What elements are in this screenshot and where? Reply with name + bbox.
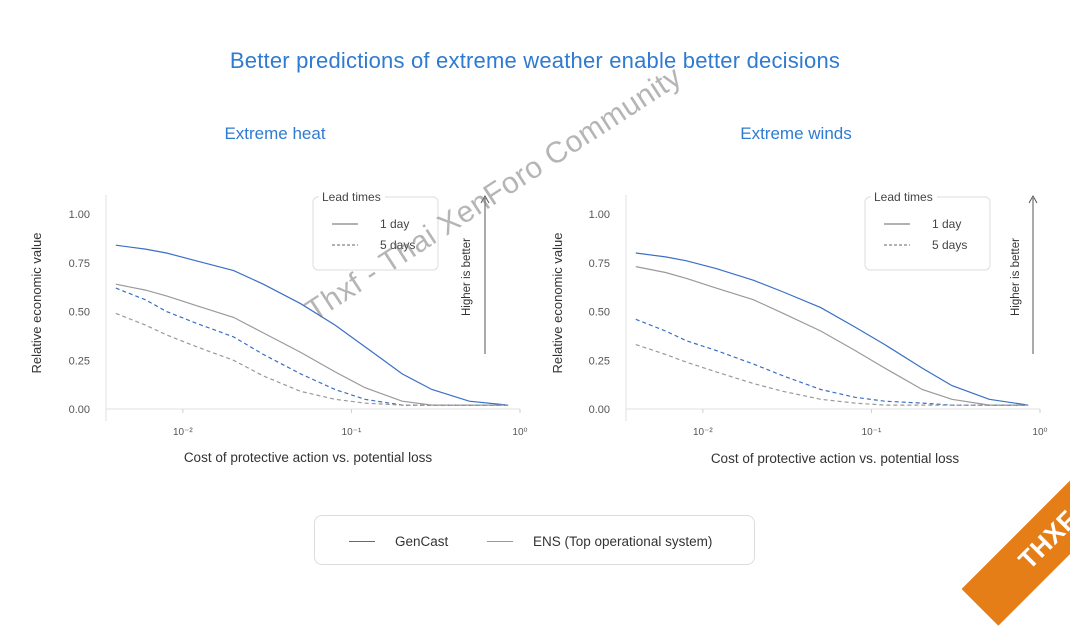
arrow-head-icon <box>480 194 490 204</box>
lead-time-label: 1 day <box>380 217 409 231</box>
lead-time-label: 5 days <box>380 238 415 252</box>
x-tick-label: 10⁻¹ <box>342 427 362 438</box>
y-tick-label: 0.25 <box>69 355 90 367</box>
page-title: Better predictions of extreme weather en… <box>229 48 841 73</box>
plot-area: 0.00 0.25 0.50 0.75 1.00 10⁻² 10⁻¹ 10⁰ Relative … <box>29 195 528 465</box>
legend-label-gencast: GenCast <box>395 533 449 549</box>
legend-label-ens: ENS (Top operational system) <box>533 533 713 549</box>
higher-is-better-annotation: Higher is better <box>461 194 490 354</box>
legend-swatch-gencast <box>349 540 375 542</box>
y-tick-label: 0.75 <box>69 258 90 270</box>
lead-times-legend-title-bg <box>319 190 385 204</box>
y-tick-label: 0.00 <box>69 404 90 416</box>
legend-item-ens: ENS (Top operational system) <box>487 516 712 566</box>
x-tick-label: 10⁻² <box>173 427 193 438</box>
higher-is-better-label: Higher is better <box>461 238 473 316</box>
y-tick-label: 0.50 <box>69 307 90 319</box>
lead-times-legend: Lead times 1 day 5 days <box>312 190 439 271</box>
legend-swatch-ens <box>487 540 513 542</box>
series-legend: GenCast ENS (Top operational system) <box>314 515 755 565</box>
series-line-gencast-5day <box>115 287 509 406</box>
legend-item-gencast: GenCast <box>349 516 448 566</box>
series-line-gencast-1day <box>115 244 509 406</box>
y-tick-label: 1.00 <box>69 209 90 221</box>
x-tick-label: 10⁰ <box>512 427 527 438</box>
chart-title-winds: Extreme winds <box>740 124 852 143</box>
chart-title-heat: Extreme heat <box>224 124 326 143</box>
chart-extreme-heat: 0.00 0.25 0.50 0.75 1.00 10⁻² 10⁻¹ 10⁰ Relative … <box>29 190 528 465</box>
x-axis-label: Cost of protective action vs. potential … <box>184 450 433 465</box>
y-axis-label: Relative economic value <box>29 233 44 374</box>
series-line-ens-1day <box>115 283 509 406</box>
lead-times-legend-title: Lead times <box>322 190 381 204</box>
